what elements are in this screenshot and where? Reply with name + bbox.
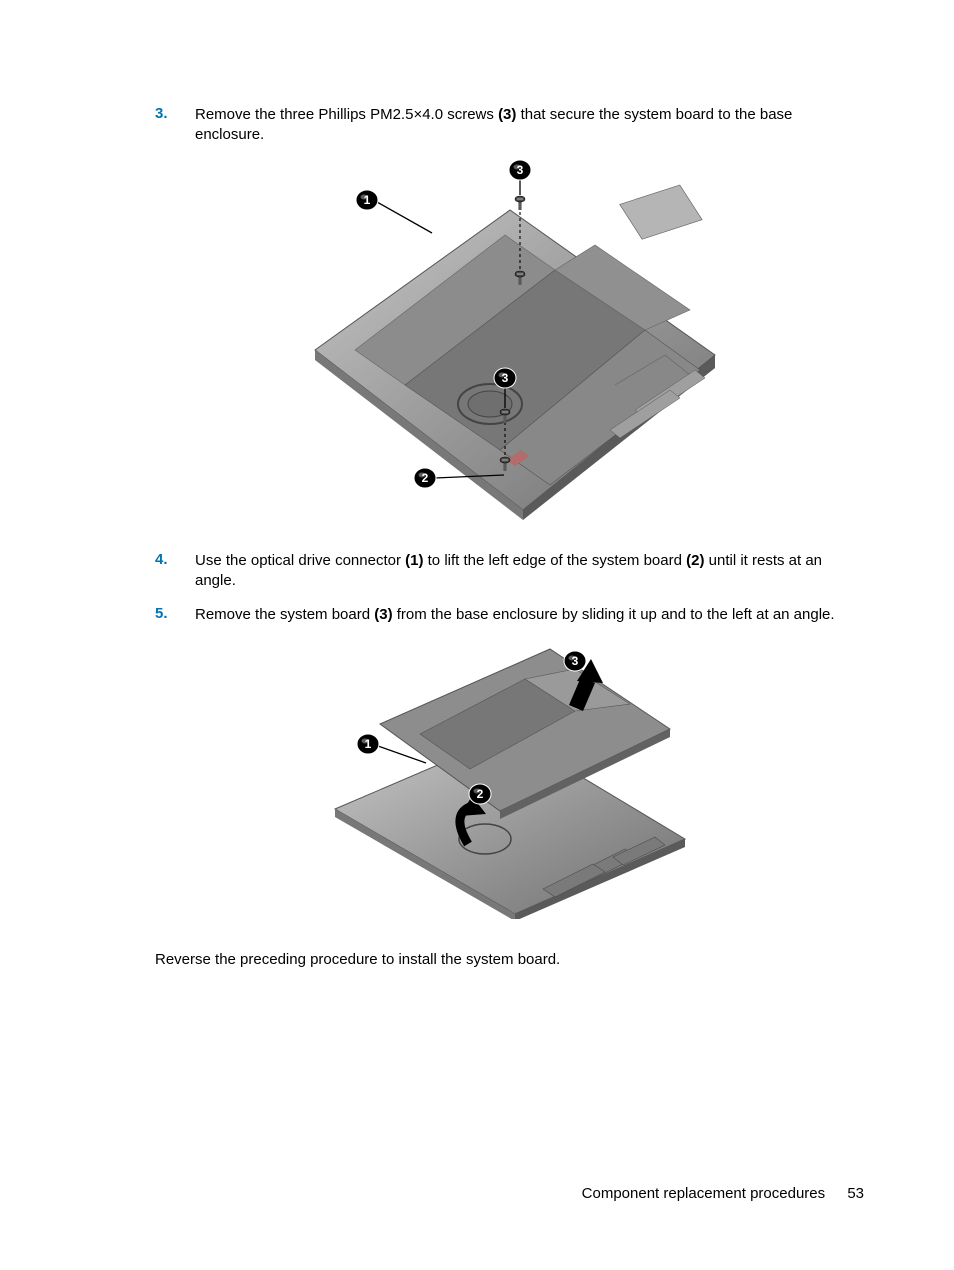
figure-2: 1 2 3 — [155, 639, 864, 924]
callout-icon: 2 — [469, 784, 491, 804]
closing-text: Reverse the preceding procedure to insta… — [155, 950, 864, 970]
svg-text:3: 3 — [501, 371, 508, 385]
svg-text:3: 3 — [571, 654, 578, 668]
svg-text:2: 2 — [476, 787, 483, 801]
step-number: 4. — [155, 551, 195, 592]
footer-page-number: 53 — [847, 1185, 864, 1202]
page-footer: Component replacement procedures 53 — [582, 1185, 864, 1202]
figure-1: 1 2 3 3 — [155, 160, 864, 525]
callout-icon: 2 — [414, 468, 436, 488]
callout-icon: 1 — [356, 190, 378, 210]
step-3: 3. Remove the three Phillips PM2.5×4.0 s… — [155, 105, 864, 146]
callout-icon: 1 — [357, 734, 379, 754]
svg-text:3: 3 — [516, 163, 523, 177]
svg-text:1: 1 — [363, 193, 370, 207]
step-number: 5. — [155, 605, 195, 625]
step-4: 4. Use the optical drive connector (1) t… — [155, 551, 864, 592]
chassis-illustration — [315, 184, 715, 519]
step-5: 5. Remove the system board (3) from the … — [155, 605, 864, 625]
svg-text:1: 1 — [364, 737, 371, 751]
step-text: Remove the system board (3) from the bas… — [195, 605, 835, 625]
svg-text:2: 2 — [421, 471, 428, 485]
step-text: Use the optical drive connector (1) to l… — [195, 551, 864, 592]
step-number: 3. — [155, 105, 195, 146]
step-text: Remove the three Phillips PM2.5×4.0 scre… — [195, 105, 864, 146]
callout-icon: 3 — [494, 368, 516, 388]
chassis-illustration — [335, 649, 685, 919]
callout-icon: 3 — [509, 160, 531, 180]
footer-section: Component replacement procedures — [582, 1185, 825, 1202]
callout-icon: 3 — [564, 651, 586, 671]
